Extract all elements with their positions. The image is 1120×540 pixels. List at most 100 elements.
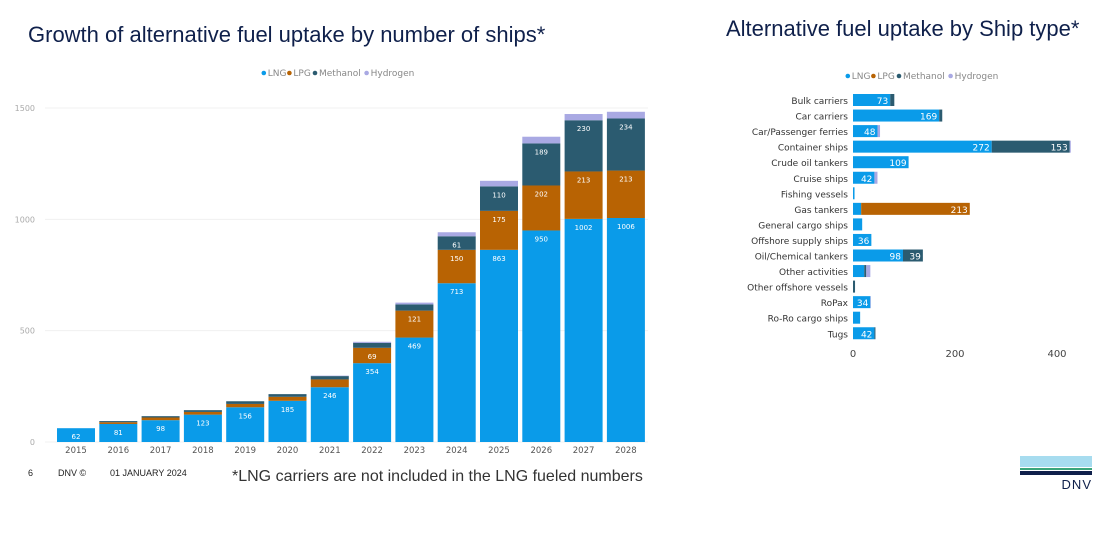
category-label: Crude oil tankers — [771, 159, 848, 169]
category-label: Other offshore vessels — [747, 284, 848, 294]
y-tick-label: 1000 — [15, 215, 35, 224]
data-label-lpg-2026: 202 — [535, 190, 548, 198]
data-label-lpg-2028: 213 — [619, 176, 632, 184]
bar-lpg-2025 — [480, 210, 518, 250]
bar-lpg-2017 — [141, 417, 180, 421]
bar-hydrogen-11 — [866, 265, 871, 278]
bar-lpg-2027 — [564, 171, 603, 219]
data-label-lpg-2024: 150 — [450, 255, 463, 263]
x-tick-label: 0 — [850, 349, 856, 360]
category-label: RoPax — [821, 299, 849, 309]
bar-hydrogen-2 — [877, 125, 881, 138]
bar-lng-2 — [853, 125, 878, 138]
bar-lng-8 — [853, 218, 863, 231]
bar-lpg-2020 — [268, 396, 307, 401]
right-legend-marker-methanol — [896, 73, 902, 79]
category-label: Ro-Ro cargo ships — [768, 315, 849, 325]
right-legend-lpg: LPG — [877, 72, 894, 82]
bar-lng-2019 — [226, 407, 265, 442]
bar-lng-2018 — [183, 414, 222, 442]
data-label-lng-9: 36 — [858, 237, 870, 247]
category-label: Gas tankers — [794, 206, 848, 216]
bar-lpg-2028 — [606, 170, 645, 218]
data-label-lng-10: 98 — [890, 253, 902, 263]
right-legend-hydrogen: Hydrogen — [955, 72, 999, 82]
bar-methanol-2021 — [310, 376, 349, 380]
right-legend-methanol: Methanol — [903, 72, 945, 82]
x-tick-label: 200 — [945, 349, 964, 360]
bar-methanol-2019 — [226, 401, 265, 404]
bar-methanol-2017 — [141, 416, 180, 418]
bar-methanol-2023 — [395, 304, 434, 311]
data-label-lng-2019: 156 — [239, 412, 253, 420]
bar-methanol-3 — [991, 140, 1070, 153]
bar-lng-2027 — [564, 218, 603, 442]
right-legend-marker-lng — [845, 73, 851, 79]
data-label-lng-2028: 1006 — [617, 223, 635, 231]
left-legend-marker-hydrogen — [364, 70, 369, 76]
bar-hydrogen-5 — [874, 171, 878, 184]
category-label: Cruise ships — [793, 175, 848, 185]
bar-lng-2026 — [522, 230, 561, 442]
x-tick-label: 2022 — [361, 446, 383, 456]
bar-lng-2025 — [480, 249, 518, 442]
category-label: Car carriers — [796, 113, 849, 123]
bar-hydrogen-2025 — [480, 180, 518, 187]
logo-text: DNV — [1061, 477, 1092, 492]
data-label-methanol-2027: 230 — [577, 125, 590, 133]
bar-lng-7 — [853, 202, 862, 215]
bar-lpg-2022 — [353, 347, 392, 364]
bar-hydrogen-13 — [870, 296, 871, 309]
bar-lng-10 — [853, 249, 903, 262]
data-label-lpg-2025: 175 — [492, 216, 505, 224]
bar-hydrogen-2024 — [437, 232, 476, 237]
y-tick-label: 1500 — [15, 104, 35, 113]
bar-lng-14 — [853, 311, 861, 324]
x-tick-label: 2021 — [319, 446, 341, 456]
data-label-lpg-7: 213 — [951, 206, 968, 216]
bar-methanol-2018 — [183, 410, 222, 412]
x-tick-label: 2017 — [150, 446, 172, 456]
bar-lng-3 — [853, 140, 992, 153]
category-label: General cargo ships — [758, 221, 848, 231]
x-tick-label: 2025 — [488, 446, 510, 456]
data-label-lng-2015: 62 — [72, 433, 81, 441]
data-label-methanol-2025: 110 — [492, 191, 505, 199]
bar-lng-2021 — [310, 387, 349, 442]
x-tick-label: 2024 — [446, 446, 468, 456]
bar-methanol-2022 — [353, 342, 392, 348]
bar-lng-2020 — [268, 400, 307, 442]
left-legend-methanol: Methanol — [319, 69, 361, 79]
data-label-lng-4: 109 — [889, 159, 906, 169]
bar-methanol-10 — [902, 249, 923, 262]
y-tick-label: 0 — [30, 438, 35, 447]
category-label: Fishing vessels — [781, 190, 848, 200]
data-label-lng-2023: 469 — [408, 343, 421, 351]
bar-lpg-2023 — [395, 310, 434, 338]
data-label-methanol-2028: 234 — [619, 123, 633, 131]
bar-hydrogen-2028 — [606, 111, 645, 119]
x-tick-label: 2018 — [192, 446, 214, 456]
bar-lng-13 — [853, 296, 871, 309]
bar-lng-15 — [853, 327, 875, 340]
bar-methanol-2026 — [522, 143, 561, 186]
category-label: Container ships — [778, 144, 848, 154]
data-label-lng-2025: 863 — [492, 255, 505, 263]
copyright: DNV © — [58, 468, 87, 478]
bar-lng-11 — [853, 265, 865, 278]
left-legend-hydrogen: Hydrogen — [371, 69, 415, 79]
data-label-lng-2020: 185 — [281, 406, 294, 414]
bar-lng-2024 — [437, 283, 476, 442]
bar-lng-2028 — [606, 217, 645, 442]
bar-methanol-2025 — [480, 186, 518, 211]
left-legend-lpg: LPG — [293, 69, 310, 79]
bar-lng-2023 — [395, 337, 434, 442]
bar-lpg-2016 — [99, 422, 138, 424]
data-label-methanol-10: 39 — [909, 253, 921, 263]
left-legend-marker-lng — [261, 70, 267, 76]
bar-hydrogen-3 — [1069, 140, 1071, 153]
bar-lng-2015 — [57, 428, 95, 442]
bar-methanol-2027 — [564, 120, 603, 172]
